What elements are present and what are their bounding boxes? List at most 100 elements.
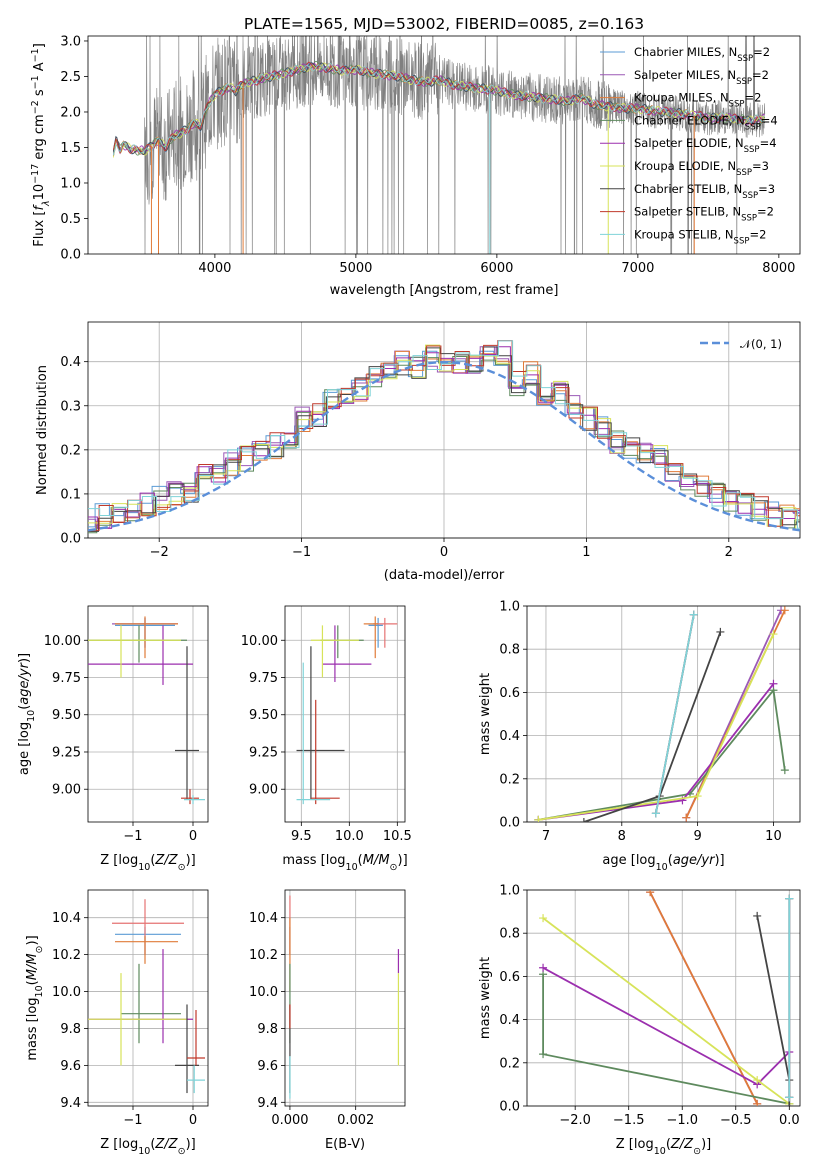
label-part: 10 [138,1146,150,1157]
label-part: ⊙ [34,945,45,953]
label-part: log [636,853,656,868]
x-tick-label: 9 [693,829,701,844]
label-part: log [326,853,346,868]
mass-weight-marker [539,1050,547,1058]
legend-n: =2 [744,91,761,105]
x-tick-label: 0.002 [337,1113,374,1128]
y-axis-label: age [log10(age/yr)] [17,653,37,775]
y-tick-label: 0.0 [60,532,81,547]
label-part: −17 [30,164,41,184]
y-axis-label: mass [log10(M/M⊙)] [25,935,45,1060]
label-part: 10 [34,985,45,997]
label-part: log [118,1137,138,1152]
y-tick-label: 1.0 [499,600,520,615]
y-tick-label: 9.75 [52,671,81,686]
y-tick-label: 9.25 [52,745,81,760]
label-part: ⊙ [390,862,398,873]
residual-histogram [10,351,819,536]
y-tick-label: 9.50 [249,708,278,723]
label-part: log [634,1137,654,1152]
y-tick-label: 9.00 [249,783,278,798]
label-part: 10 [654,1146,666,1157]
label-part: log [25,997,40,1017]
legend-sub: SSP [741,214,757,224]
label-part: mass [ [25,1017,40,1060]
mass-weight-series [539,964,793,1089]
label-part: Z/Z [154,1137,178,1152]
x-axis-label: Z [log10(Z/Z⊙)] [100,853,195,873]
x-tick-label: 8000 [762,261,795,276]
legend-n: =2 [753,45,770,59]
y-tick-label: 9.25 [249,745,278,760]
label-part: 10 [138,862,150,873]
label-part: 10 [32,184,47,201]
legend-n: =3 [758,182,775,196]
label-part: )] [186,1137,196,1152]
x-tick-label: 10.5 [383,829,412,844]
legend-n: =4 [761,113,778,127]
legend-text: Kroupa ELODIE, N [634,159,736,173]
y-tick-label: 0.4 [499,729,520,744]
errorbar-point [121,964,181,1043]
errorbar-point [88,625,187,662]
x-tick-label: 0.000 [271,1113,308,1128]
x-tick-label: 10 [765,829,782,844]
y-tick-label: 10.00 [241,634,278,649]
mass-weight-marker [539,964,547,972]
residual-histogram [10,347,819,534]
y-tick-label: 0.3 [60,399,81,414]
label-part: age/yr [673,853,716,868]
legend-sub: SSP [742,191,758,201]
mass-weight-marker [781,766,789,774]
x-tick-label: 9.5 [291,829,312,844]
label-part: )] [701,1137,711,1152]
mass-weight-marker [646,888,654,896]
y-tick-label: 9.6 [257,1059,278,1074]
x-axis-label: mass [log10(M/M⊙)] [282,853,407,873]
x-tick-label: 2 [725,545,733,560]
legend-n: =2 [749,227,766,241]
y-axis-label: Normed distribution [35,365,50,495]
mass-weight-marker [785,1093,793,1101]
x-tick-label: 0 [189,1113,197,1128]
mass-weight-marker [753,912,761,920]
x-axis-label: wavelength [Angstrom, rest frame] [330,283,559,298]
y-tick-label: 9.6 [60,1059,81,1074]
y-tick-label: 0.4 [499,1013,520,1028]
grid [527,606,800,822]
legend-text: Chabrier MILES, N [634,45,737,59]
label-part: −1 [30,48,41,62]
y-axis-label: mass weight [478,957,493,1039]
label-part: mass [ [282,853,325,868]
mass-weight-marker [682,814,690,822]
y-tick-label: 2.0 [60,105,81,120]
y-tick-label: 1.0 [499,884,520,899]
label-part: Z [ [616,1137,634,1152]
y-tick-label: 0.4 [60,355,81,370]
label-part: s [32,89,47,100]
mass-weight-marker [534,816,542,824]
mass-weight-line [538,690,784,820]
y-tick-label: 0.0 [499,816,520,831]
legend-text: Salpeter STELIB, N [634,205,741,219]
x-tick-label: −0.5 [720,1113,752,1128]
legend-text: Chabrier ELODIE, N [634,113,745,127]
legend-sub: SSP [729,100,745,110]
y-tick-label: 9.4 [257,1096,278,1111]
x-axis-label: E(B-V) [325,1137,365,1152]
x-tick-label: −1 [292,545,311,560]
label-part: M/M [25,953,40,980]
x-tick-label: 1 [582,545,590,560]
legend-text: Chabrier STELIB, N [634,182,742,196]
label-part: age [ [602,853,635,868]
errorbar-point [88,625,181,677]
label-part: Z/Z [670,1137,694,1152]
mass-weight-series [539,970,793,1108]
errorbar-point [322,625,371,682]
errorbar-point [115,927,181,955]
